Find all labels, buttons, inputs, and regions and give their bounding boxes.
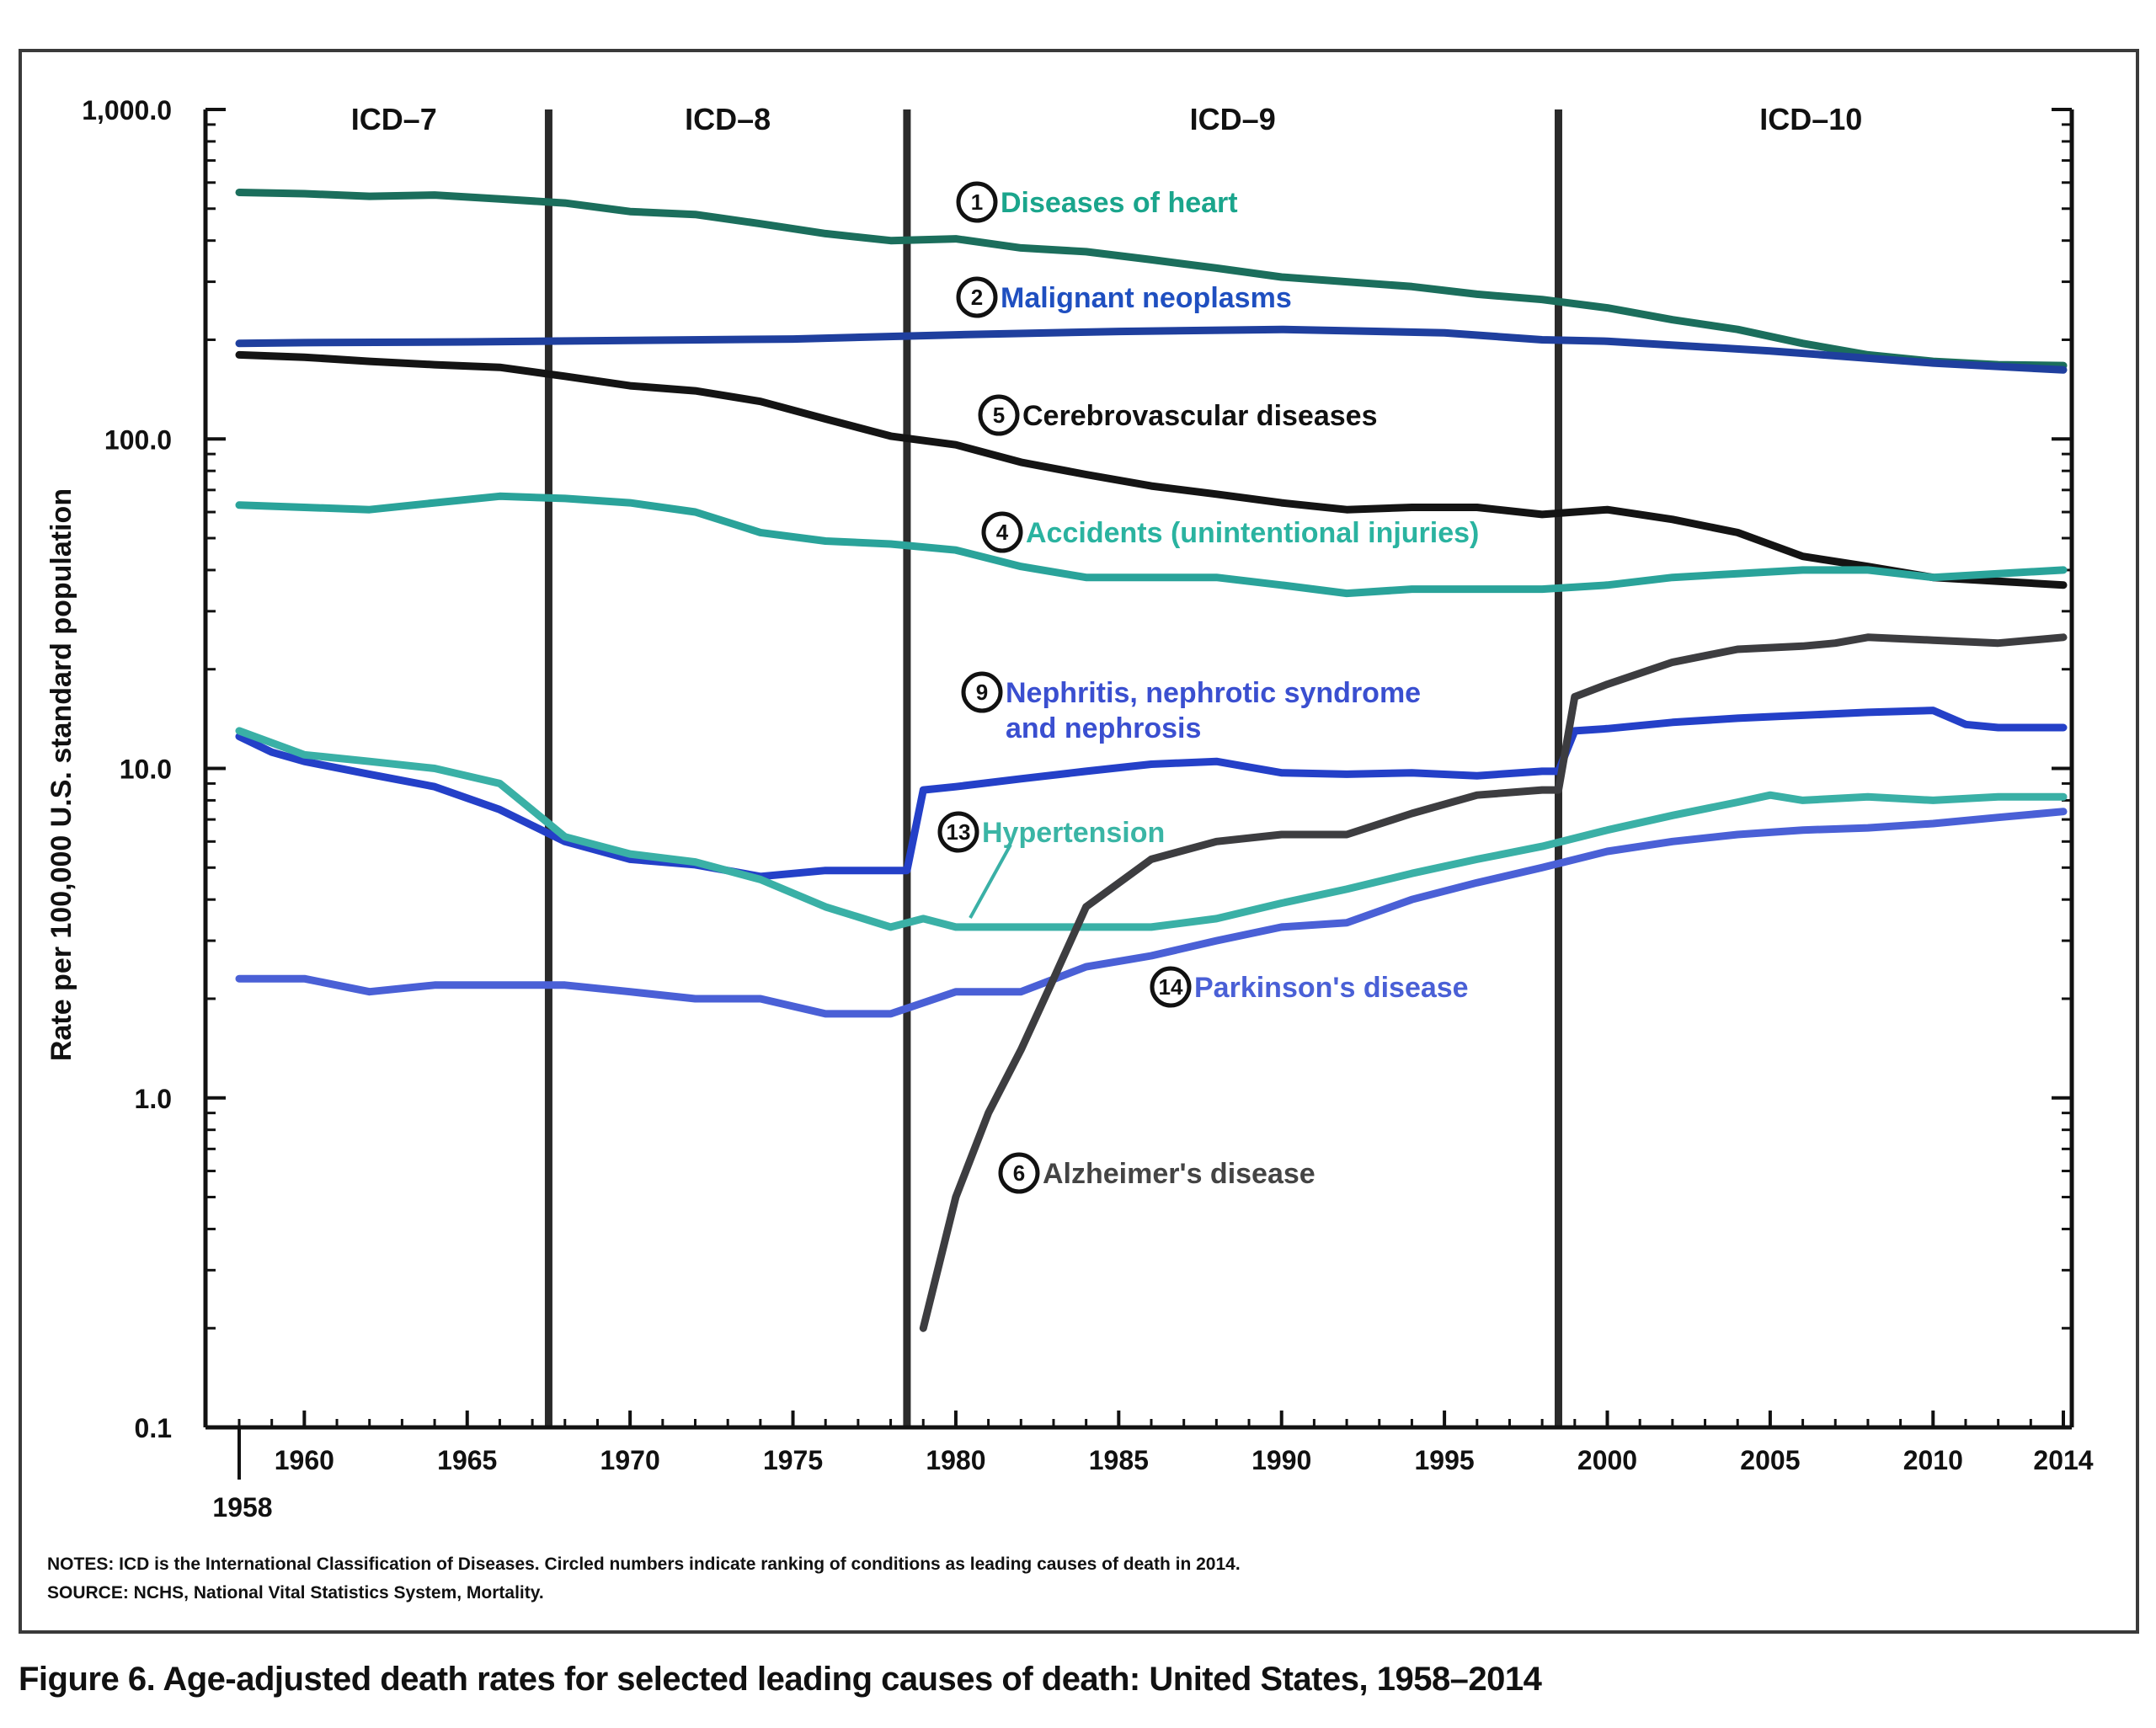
start-year-label: 1958: [212, 1492, 272, 1523]
rank-number: 9: [976, 680, 988, 705]
notes-text: NOTES: ICD is the International Classifi…: [47, 1555, 1241, 1574]
rank-number: 5: [993, 403, 1005, 428]
x-tick-label: 1995: [1415, 1445, 1475, 1475]
series-line: [235, 350, 2068, 589]
source-text: SOURCE: NCHS, National Vital Statistics …: [47, 1583, 544, 1603]
icd-period-label: ICD–10: [1759, 102, 1862, 136]
icd-period-layer: ICD–7 ICD–8 ICD–9 ICD–10: [351, 102, 1862, 1427]
rank-circle: [978, 394, 1020, 436]
series-label: Hypertension: [982, 817, 1165, 849]
figure-caption: Figure 6. Age-adjusted death rates for s…: [19, 1661, 1542, 1698]
x-tick-label: 1960: [275, 1445, 334, 1475]
rank-circle: [937, 811, 979, 853]
rank-circle: [981, 511, 1023, 553]
x-tick-label: 1970: [600, 1445, 660, 1475]
icd-period-label: ICD–9: [1190, 102, 1276, 136]
rank-circle: [998, 1152, 1040, 1194]
figure-frame: [19, 49, 2139, 1634]
rank-number: 13: [947, 819, 971, 845]
rank-number: 14: [1159, 974, 1183, 1000]
rank-circle: [961, 671, 1003, 713]
rank-number: 4: [996, 520, 1009, 545]
series-label: Alzheimer's disease: [1043, 1158, 1315, 1190]
series-label: Nephritis, nephrotic syndrome: [1006, 677, 1421, 709]
series-line: [235, 492, 2068, 598]
x-tick-label: 2005: [1740, 1445, 1800, 1475]
y-tick-label: 10.0: [120, 755, 172, 785]
y-tick-label: 100.0: [104, 424, 172, 455]
rank-number: 1: [971, 189, 983, 215]
series-label: Malignant neoplasms: [1001, 282, 1292, 314]
x-tick-label: 1990: [1251, 1445, 1311, 1475]
rank-number: 2: [971, 285, 983, 310]
y-axis-title: Rate per 100,000 U.S. standard populatio…: [45, 488, 77, 1061]
icd-period-label: ICD–8: [685, 102, 771, 136]
icd-period-label: ICD–7: [351, 102, 437, 136]
series-label: Accidents (unintentional injuries): [1026, 517, 1479, 549]
x-tick-label: 2010: [1903, 1445, 1963, 1475]
series-line: [235, 707, 2068, 881]
series-label: Diseases of heart: [1001, 187, 1238, 219]
y-tick-label: 1.0: [135, 1084, 172, 1114]
hypertension-leader-line: [969, 844, 1012, 919]
x-tick-label: 1980: [926, 1445, 985, 1475]
series-label: Parkinson's disease: [1194, 972, 1469, 1004]
x-tick-label: 1965: [437, 1445, 497, 1475]
x-tick-label: 1985: [1089, 1445, 1149, 1475]
series-layer: [235, 189, 2068, 1332]
rank-circle: [1150, 966, 1192, 1008]
rank-circle: [956, 276, 998, 318]
x-tick-label: 1975: [763, 1445, 823, 1475]
series-line: [235, 189, 2068, 370]
y-tick-label: 0.1: [135, 1413, 172, 1443]
x-tick-label: 2014: [2033, 1445, 2093, 1475]
y-tick-label: 1,000.0: [82, 95, 172, 125]
rank-number: 6: [1013, 1160, 1025, 1186]
series-label: Cerebrovascular diseases: [1022, 400, 1377, 432]
series-line: [235, 325, 2068, 374]
series-line: [235, 808, 2068, 1018]
series-label-layer: 1 Diseases of heart 2 Malignant neoplasms 5 C…: [937, 181, 1479, 1194]
series-line: [919, 633, 2068, 1332]
series-label-line2: and nephrosis: [1006, 712, 1201, 744]
rank-circle: [956, 181, 998, 223]
x-tick-label: 2000: [1577, 1445, 1637, 1475]
series-line: [235, 727, 2068, 931]
